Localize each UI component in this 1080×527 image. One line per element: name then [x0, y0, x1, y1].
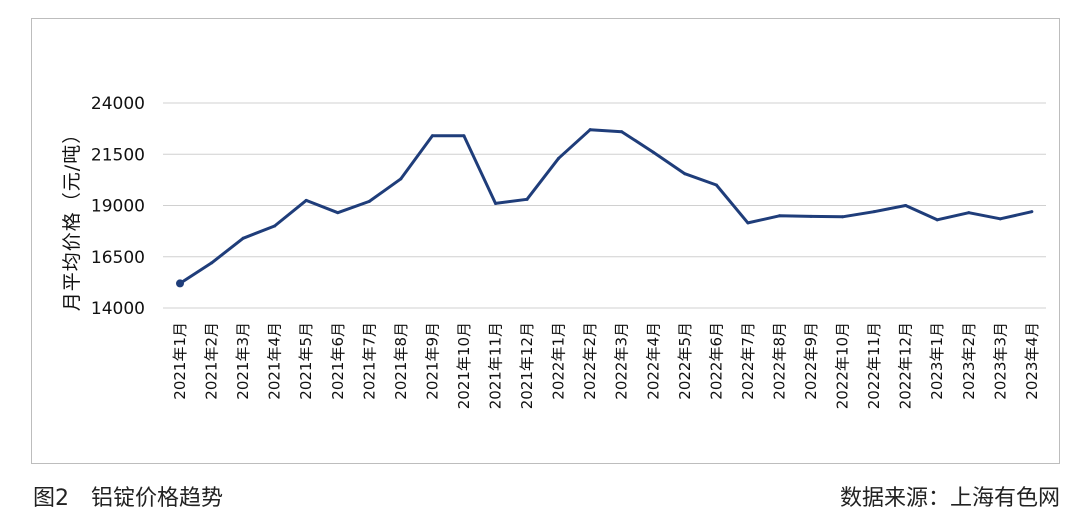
data-source-note: 数据来源：上海有色网: [839, 486, 1060, 511]
data-point: [935, 218, 939, 222]
x-tick-label: 2022年5月: [676, 322, 694, 400]
data-point: [399, 177, 403, 181]
x-tick-label: 2023年2月: [960, 322, 978, 400]
data-point: [967, 211, 971, 215]
data-point: [210, 261, 214, 265]
x-tick-label: 2021年12月: [518, 322, 536, 409]
data-point: [872, 210, 876, 214]
x-tick-label: 2021年6月: [329, 322, 347, 400]
data-point: [367, 199, 371, 203]
x-tick-label: 2023年3月: [991, 322, 1009, 400]
x-tick-label: 2022年3月: [613, 322, 631, 400]
x-tick-label: 2021年8月: [392, 322, 410, 400]
x-tick-label: 2021年4月: [266, 322, 284, 400]
data-point: [494, 201, 497, 205]
data-point: [557, 156, 561, 160]
data-point: [651, 150, 655, 154]
y-axis-title-wrap: 月平均价格（元/吨）: [50, 108, 92, 326]
y-tick-labels: 24000 21500 19000 16500 14000: [91, 94, 145, 319]
x-tick-label: 2022年6月: [707, 322, 725, 400]
y-tick-label: 16500: [91, 248, 145, 268]
data-point: [336, 211, 340, 215]
x-tick-label: 2021年2月: [203, 322, 221, 400]
chart-frame: [31, 18, 1060, 464]
y-tick-label: 19000: [91, 197, 145, 217]
x-tick-label: 2022年12月: [897, 322, 915, 409]
x-tick-label: 2022年4月: [644, 322, 662, 400]
data-point: [841, 215, 845, 219]
x-tick-label: 2023年1月: [928, 322, 946, 400]
y-tick-label: 24000: [91, 94, 145, 114]
x-tick-label: 2022年8月: [770, 322, 788, 400]
data-point: [430, 134, 434, 138]
x-tick-label: 2021年5月: [297, 322, 315, 400]
data-point: [1030, 210, 1034, 214]
data-point: [777, 214, 781, 218]
x-tick-label: 2022年1月: [550, 322, 568, 400]
x-tick-label: 2021年3月: [234, 322, 252, 400]
gridlines: [163, 102, 1046, 309]
data-point: [746, 221, 750, 225]
x-tick-label: 2022年7月: [739, 322, 757, 400]
x-tick-label: 2022年10月: [834, 322, 852, 409]
data-point: [588, 128, 592, 132]
x-tick-label: 2021年9月: [423, 322, 441, 400]
data-point: [273, 224, 277, 228]
data-point: [714, 183, 718, 187]
x-tick-label: 2022年11月: [865, 322, 883, 409]
data-point: [620, 130, 624, 134]
x-tick-label: 2021年11月: [487, 322, 505, 409]
figure-caption: 图2 铝锭价格趋势: [33, 486, 223, 511]
data-point: [241, 236, 245, 240]
data-point: [904, 204, 908, 207]
series-line: [176, 128, 1034, 288]
x-tick-label: 2022年2月: [581, 322, 599, 400]
series-path: [179, 128, 1033, 285]
data-point: [525, 197, 529, 201]
y-tick-label: 21500: [91, 145, 145, 165]
x-tick-label: 2021年10月: [455, 322, 473, 409]
x-tick-label: 2022年9月: [802, 322, 820, 400]
y-axis-title: 月平均价格（元/吨）: [61, 123, 84, 311]
x-tick-label: 2021年7月: [360, 322, 378, 400]
data-point: [998, 217, 1002, 221]
x-tick-label: 2021年1月: [171, 322, 189, 400]
data-point: [809, 214, 813, 218]
data-point: [304, 198, 308, 202]
data-point: [683, 172, 687, 176]
x-tick-labels: 2021年1月 2021年2月 2021年3月 2021年4月 2021年5月 2021年…: [171, 322, 1041, 409]
data-point: [462, 134, 466, 138]
y-tick-label: 14000: [91, 299, 145, 319]
x-tick-label: 2023年4月: [1023, 322, 1041, 400]
data-point: [176, 279, 184, 288]
